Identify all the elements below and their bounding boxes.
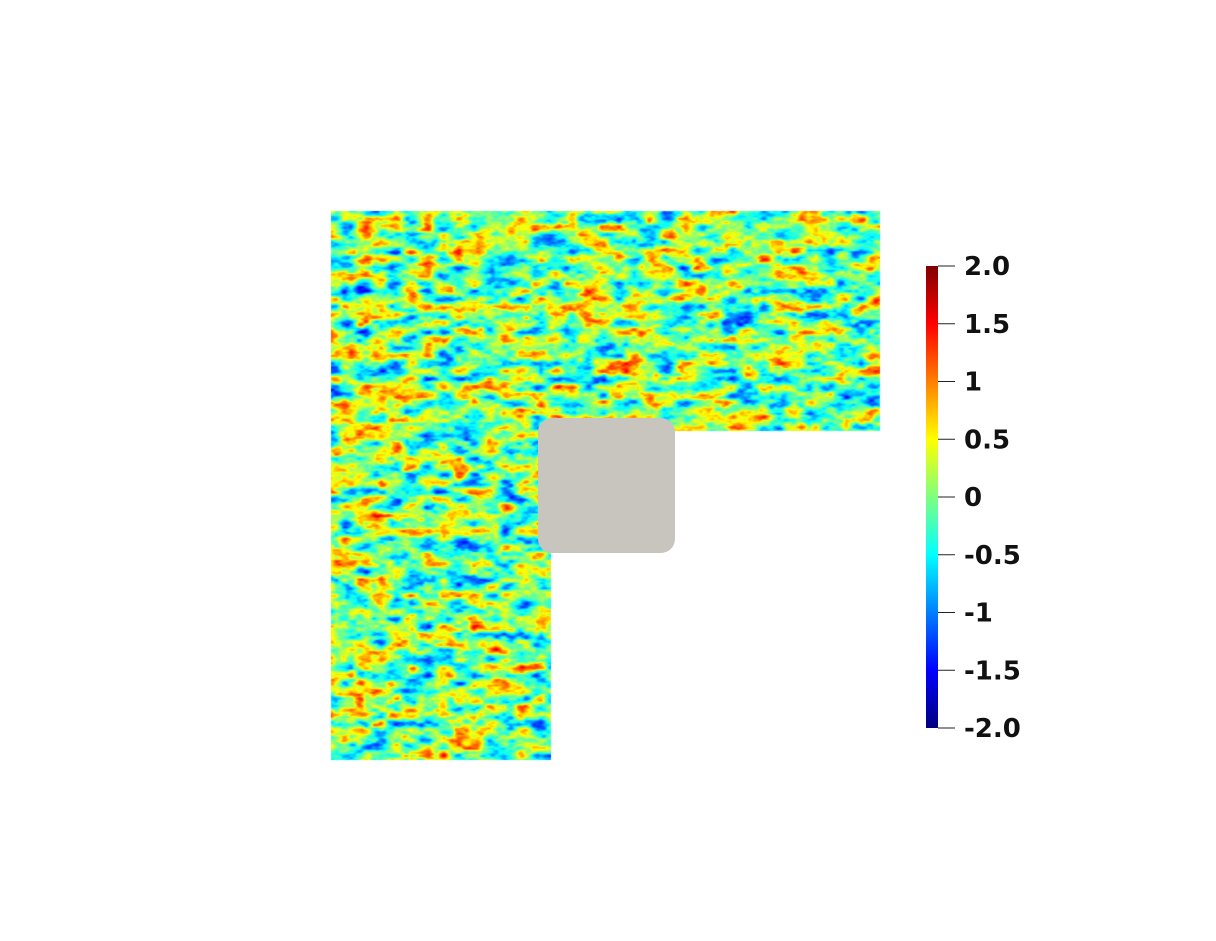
colorbar-gradient xyxy=(926,266,938,728)
obstacle-square xyxy=(538,418,675,553)
colorbar-tick-label: -0.5 xyxy=(964,541,1021,571)
colorbar-tick-label: 2.0 xyxy=(964,252,1010,282)
colorbar-tick-label: 0.5 xyxy=(964,425,1010,455)
colorbar-tick-label: 1 xyxy=(964,368,982,398)
colorbar-tick-label: 0 xyxy=(964,483,982,513)
colorbar: 2.0 1.5 1 0.5 0 -0.5 -1 -1.5 -2.0 xyxy=(926,252,1021,744)
colorbar-tick-label: 1.5 xyxy=(964,310,1010,340)
colorbar-tick-label: -1 xyxy=(964,599,993,629)
colorbar-tick-label: -2.0 xyxy=(964,714,1021,744)
colorbar-tick-label: -1.5 xyxy=(964,656,1021,686)
